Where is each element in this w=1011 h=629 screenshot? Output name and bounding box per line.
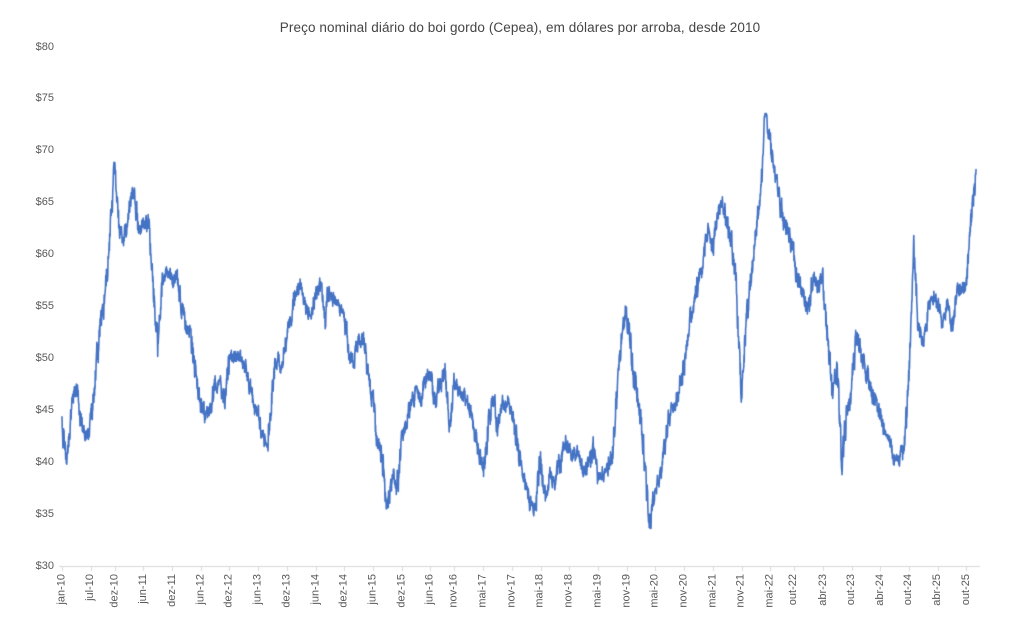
x-axis-label: jan-10 [55, 574, 68, 605]
x-axis-label: jun-12 [194, 574, 207, 605]
y-axis-label: $50 [35, 351, 54, 364]
x-axis-label: dez-14 [337, 574, 350, 608]
x-axis-label: jun-14 [309, 574, 322, 605]
x-axis-label: jun-13 [251, 574, 264, 605]
x-axis-label: nov-17 [505, 574, 518, 608]
y-axis-label: $35 [35, 507, 54, 520]
x-axis-label: mai-18 [534, 574, 547, 608]
x-axis-label: mai-21 [706, 574, 719, 608]
x-axis-label: out-24 [902, 574, 915, 606]
x-axis-label: mai-17 [476, 574, 489, 608]
x-axis-label: abr-23 [816, 574, 829, 606]
y-axis-label: $65 [35, 196, 54, 209]
x-axis-label: dez-12 [223, 574, 235, 608]
y-axis-label: $45 [35, 403, 54, 416]
y-axis-label: $70 [35, 144, 54, 157]
x-axis-label: abr-24 [873, 574, 886, 606]
x-axis-label: mai-19 [591, 574, 604, 608]
x-axis-label: jun-15 [366, 574, 379, 605]
y-axis-label: $80 [35, 40, 54, 53]
x-axis-label: nov-20 [677, 574, 690, 608]
x-axis-label: nov-18 [562, 574, 575, 608]
x-axis-label: dez-11 [165, 574, 178, 607]
x-axis-label: dez-10 [108, 574, 121, 608]
x-axis-label: jun-11 [136, 574, 149, 604]
x-axis-label: nov-16 [447, 574, 460, 608]
y-axis-label: $75 [35, 92, 54, 105]
x-axis-label: abr-25 [931, 574, 944, 606]
y-axis-label: $40 [35, 455, 54, 468]
x-axis-label: out-22 [787, 574, 800, 606]
x-axis-label: out-23 [845, 574, 858, 606]
y-axis-label: $60 [35, 248, 54, 261]
x-axis-label: jul-10 [84, 574, 97, 601]
y-axis-label: $30 [35, 559, 54, 572]
y-axis-label: $55 [35, 300, 54, 312]
x-axis-label: nov-21 [735, 574, 748, 608]
x-axis-label: jun-16 [423, 574, 436, 605]
x-axis-label: out-25 [959, 574, 972, 606]
x-axis-label: dez-15 [395, 574, 408, 608]
x-axis-label: dez-13 [280, 574, 293, 608]
x-axis-label: mai-20 [648, 574, 661, 608]
x-axis-label: nov-19 [620, 574, 633, 608]
x-axis-label: mai-22 [763, 574, 776, 608]
